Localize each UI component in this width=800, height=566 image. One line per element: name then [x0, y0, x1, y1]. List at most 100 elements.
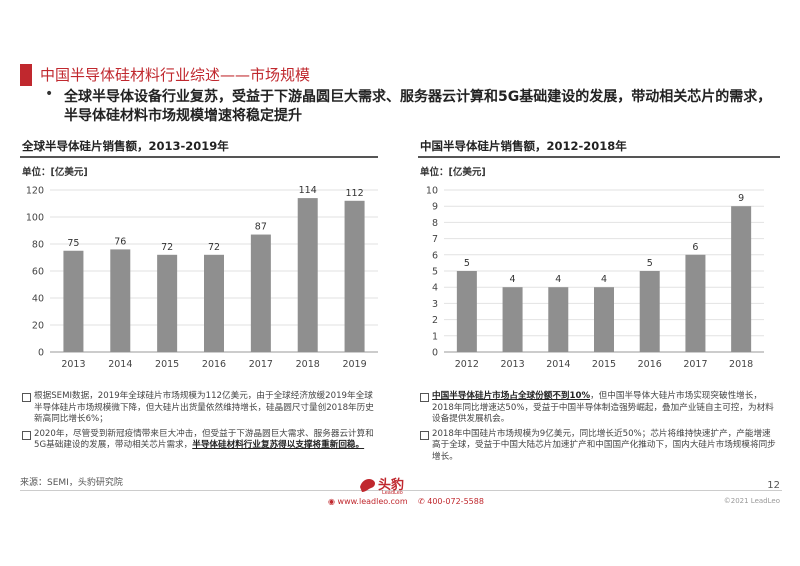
bar	[344, 200, 365, 352]
phone-number: ✆ 400-072-5588	[418, 497, 484, 506]
x-tick-label: 2018	[296, 359, 320, 370]
page-number: 12	[767, 480, 780, 491]
bar	[502, 287, 523, 352]
left-note-2-highlight: 半导体硅材料行业复苏得以支撑将重新回稳。	[192, 440, 365, 450]
y-tick-label: 0	[38, 348, 44, 359]
phone-text: 400-072-5588	[427, 497, 484, 506]
data-label: 87	[255, 222, 267, 233]
right-notes: 中国半导体硅片市场占全球份额不到10%，但中国半导体大硅片市场实现突破性增长，2…	[420, 391, 778, 466]
brand-logo-text: 头豹	[378, 478, 405, 493]
source-note: 来源：SEMI，头豹研究院	[20, 478, 123, 488]
y-tick-label: 9	[432, 202, 438, 213]
y-tick-label: 40	[32, 294, 44, 305]
y-tick-label: 60	[32, 267, 44, 278]
globe-icon: ◉	[328, 497, 335, 506]
bar	[157, 254, 178, 352]
y-tick-label: 120	[26, 186, 44, 197]
data-label: 4	[510, 274, 516, 285]
checkbox-icon	[22, 430, 31, 440]
y-tick-label: 6	[432, 250, 438, 261]
y-tick-label: 1	[432, 331, 438, 342]
brand-logo-subtext: LeadLeo	[382, 490, 403, 496]
x-tick-label: 2018	[729, 359, 753, 370]
y-tick-label: 2	[432, 315, 438, 326]
bullet-marker: •	[45, 86, 54, 102]
bar	[456, 271, 477, 352]
x-tick-label: 2019	[342, 359, 366, 370]
checkbox-icon	[420, 430, 429, 440]
right-bar-chart: 0 1 2 3 4 5 6 7 8 9 10 5 2012 4 2013 4 2014 4 2015 5 2016 6 20…	[426, 186, 764, 370]
left-note-1: 根据SEMI数据，2019年全球硅片市场规模为112亿美元，由于全球经济放缓20…	[22, 391, 380, 426]
right-chart-title: 中国半导体硅片销售额，2012-2018年	[420, 139, 627, 153]
data-label: 9	[738, 193, 744, 204]
data-label: 6	[692, 242, 698, 253]
left-chart-rule	[20, 156, 378, 158]
y-tick-label: 100	[26, 213, 44, 224]
left-chart-title: 全球半导体硅片销售额，2013-2019年	[22, 139, 229, 153]
checkbox-icon	[420, 393, 429, 402]
phone-icon: ✆	[418, 497, 425, 506]
right-note-1-text: ，但中国半导体大硅片市场实现突破性增长，2018年同比增速达50%，受益于中国半…	[432, 391, 774, 424]
data-label: 5	[464, 258, 470, 269]
x-tick-label: 2014	[108, 359, 132, 370]
right-note-2-text: 2018年中国硅片市场规模为9亿美元，同比增长近50%；芯片将维持快速扩产，产能…	[432, 428, 776, 462]
data-label: 75	[67, 238, 79, 249]
title-accent-bar	[20, 64, 32, 86]
data-label: 76	[114, 236, 126, 247]
summary-bullet: 全球半导体设备行业复苏，受益于下游晶圆巨大需求、服务器云计算和5G基础建设的发展…	[64, 89, 772, 124]
left-note-2-text: 2020年，尽管受到新冠疫情带来巨大冲击，但受益于下游晶圆巨大需求、服务器云计算…	[34, 428, 374, 451]
y-tick-label: 3	[432, 299, 438, 310]
y-tick-label: 5	[432, 267, 438, 278]
data-label: 4	[601, 274, 607, 285]
bar	[204, 254, 224, 352]
right-chart-rule	[418, 156, 780, 158]
checkbox-icon	[22, 393, 31, 402]
y-tick-label: 80	[32, 240, 44, 251]
website-link[interactable]: ◉ www.leadleo.com	[328, 497, 408, 506]
x-tick-label: 2013	[500, 359, 524, 370]
page-title: 中国半导体硅材料行业综述——市场规模	[40, 66, 311, 84]
right-note-1: 中国半导体硅片市场占全球份额不到10%，但中国半导体大硅片市场实现突破性增长，2…	[420, 391, 778, 426]
x-tick-label: 2015	[592, 359, 616, 370]
bar	[63, 250, 84, 352]
bar	[685, 254, 706, 352]
x-tick-label: 2013	[61, 359, 85, 370]
data-label: 112	[346, 188, 364, 199]
left-note-2: 2020年，尽管受到新冠疫情带来巨大冲击，但受益于下游晶圆巨大需求、服务器云计算…	[22, 429, 380, 452]
y-tick-label: 8	[432, 218, 438, 229]
x-tick-label: 2012	[455, 359, 479, 370]
data-label: 4	[555, 274, 561, 285]
y-tick-label: 20	[32, 321, 44, 332]
y-tick-label: 7	[432, 234, 438, 245]
copyright-text: ©2021 LeadLeo	[723, 497, 780, 505]
y-tick-label: 10	[426, 186, 438, 197]
data-label: 114	[299, 185, 317, 196]
left-bar-chart: 0 20 40 60 80 100 120 75 2013 76 2014 72 2015 72 2016 8…	[26, 185, 378, 370]
y-tick-label: 0	[432, 348, 438, 359]
x-tick-label: 2016	[202, 359, 226, 370]
data-label: 5	[647, 258, 653, 269]
bar	[594, 287, 614, 352]
y-tick-label: 4	[432, 283, 438, 294]
data-label: 72	[161, 242, 173, 253]
data-label: 72	[208, 242, 220, 253]
bar	[250, 234, 271, 352]
x-tick-label: 2016	[638, 359, 662, 370]
website-text: www.leadleo.com	[337, 497, 408, 506]
bar	[731, 206, 752, 352]
x-tick-label: 2017	[683, 359, 707, 370]
left-notes: 根据SEMI数据，2019年全球硅片市场规模为112亿美元，由于全球经济放缓20…	[22, 391, 380, 455]
footer-divider	[20, 490, 782, 491]
left-chart-unit: 单位：[亿美元]	[22, 167, 88, 178]
right-note-2: 2018年中国硅片市场规模为9亿美元，同比增长近50%；芯片将维持快速扩产，产能…	[420, 429, 778, 464]
left-note-1-text: 根据SEMI数据，2019年全球硅片市场规模为112亿美元，由于全球经济放缓20…	[34, 391, 374, 424]
bar	[297, 198, 318, 352]
bar	[639, 271, 660, 352]
right-note-1-highlight: 中国半导体硅片市场占全球份额不到10%	[432, 391, 591, 401]
right-chart-unit: 单位：[亿美元]	[420, 167, 486, 178]
x-tick-label: 2014	[546, 359, 570, 370]
x-tick-label: 2015	[155, 359, 179, 370]
bar	[548, 287, 569, 352]
x-tick-label: 2017	[249, 359, 273, 370]
bar	[110, 249, 131, 352]
